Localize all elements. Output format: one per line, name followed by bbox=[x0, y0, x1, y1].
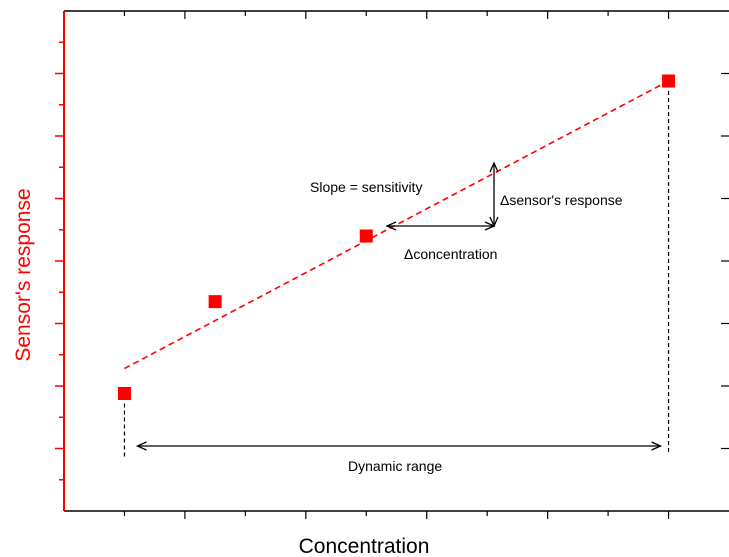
delta-response-label: Δsensor's response bbox=[500, 192, 623, 208]
data-point bbox=[208, 295, 222, 309]
delta-response-arrowhead-top bbox=[489, 161, 499, 173]
arrowhead-right bbox=[651, 441, 663, 451]
y-axis-title: Sensor's response bbox=[12, 188, 35, 361]
axis-ticks bbox=[55, 11, 729, 519]
delta-concentration-label: Δconcentration bbox=[404, 246, 497, 262]
annotations bbox=[385, 161, 499, 231]
fit-line bbox=[124, 80, 669, 370]
data-point bbox=[359, 229, 373, 243]
data-points bbox=[117, 74, 676, 400]
fit-line-group bbox=[124, 80, 669, 370]
plot-frame bbox=[63, 10, 729, 512]
arrowhead-left bbox=[135, 441, 147, 451]
range-guides bbox=[123, 91, 670, 458]
slope-label: Slope = sensitivity bbox=[310, 179, 422, 195]
dynamic-range-label: Dynamic range bbox=[348, 458, 442, 474]
x-axis-title: Concentration bbox=[299, 535, 430, 557]
delta-concentration-arrowhead-left bbox=[385, 221, 397, 231]
data-point bbox=[662, 74, 676, 88]
data-point bbox=[117, 387, 131, 400]
delta-response-arrowhead-bottom bbox=[489, 216, 499, 228]
